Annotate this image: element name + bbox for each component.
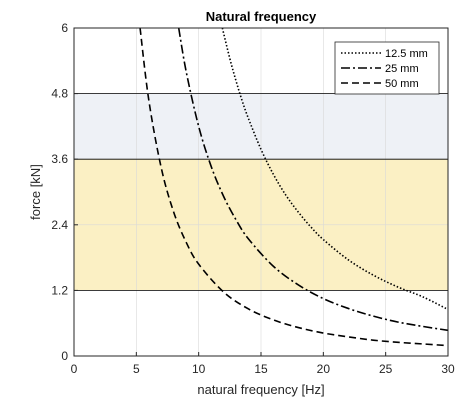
- legend-label-12-5mm: 12.5 mm: [385, 48, 428, 60]
- y-axis-label: force [kN]: [28, 164, 43, 220]
- legend-label-50mm: 50 mm: [385, 78, 419, 90]
- legend-label-25mm: 25 mm: [385, 63, 419, 75]
- y-tick-label: 4.8: [51, 87, 68, 101]
- y-tick-label: 1.2: [51, 283, 68, 297]
- x-tick-label: 0: [71, 362, 78, 376]
- legend-box: [334, 41, 440, 95]
- series-line-2: [139, 28, 448, 347]
- legend: 12.5 mm 25 mm 50 mm: [334, 41, 440, 95]
- x-tick-label: 20: [317, 362, 331, 376]
- y-tick-label: 6: [61, 21, 68, 35]
- series-line-1: [177, 28, 448, 332]
- x-tick-label: 25: [379, 362, 393, 376]
- x-tick-label: 30: [441, 362, 455, 376]
- chart-title: Natural frequency: [206, 9, 317, 24]
- x-tick-label: 5: [133, 362, 140, 376]
- y-tick-label: 2.4: [51, 218, 68, 232]
- x-tick-label: 10: [192, 362, 206, 376]
- y-tick-label: 3.6: [51, 152, 68, 166]
- x-axis-label: natural frequency [Hz]: [197, 382, 324, 397]
- y-tick-label: 0: [61, 349, 68, 363]
- x-tick-label: 15: [254, 362, 268, 376]
